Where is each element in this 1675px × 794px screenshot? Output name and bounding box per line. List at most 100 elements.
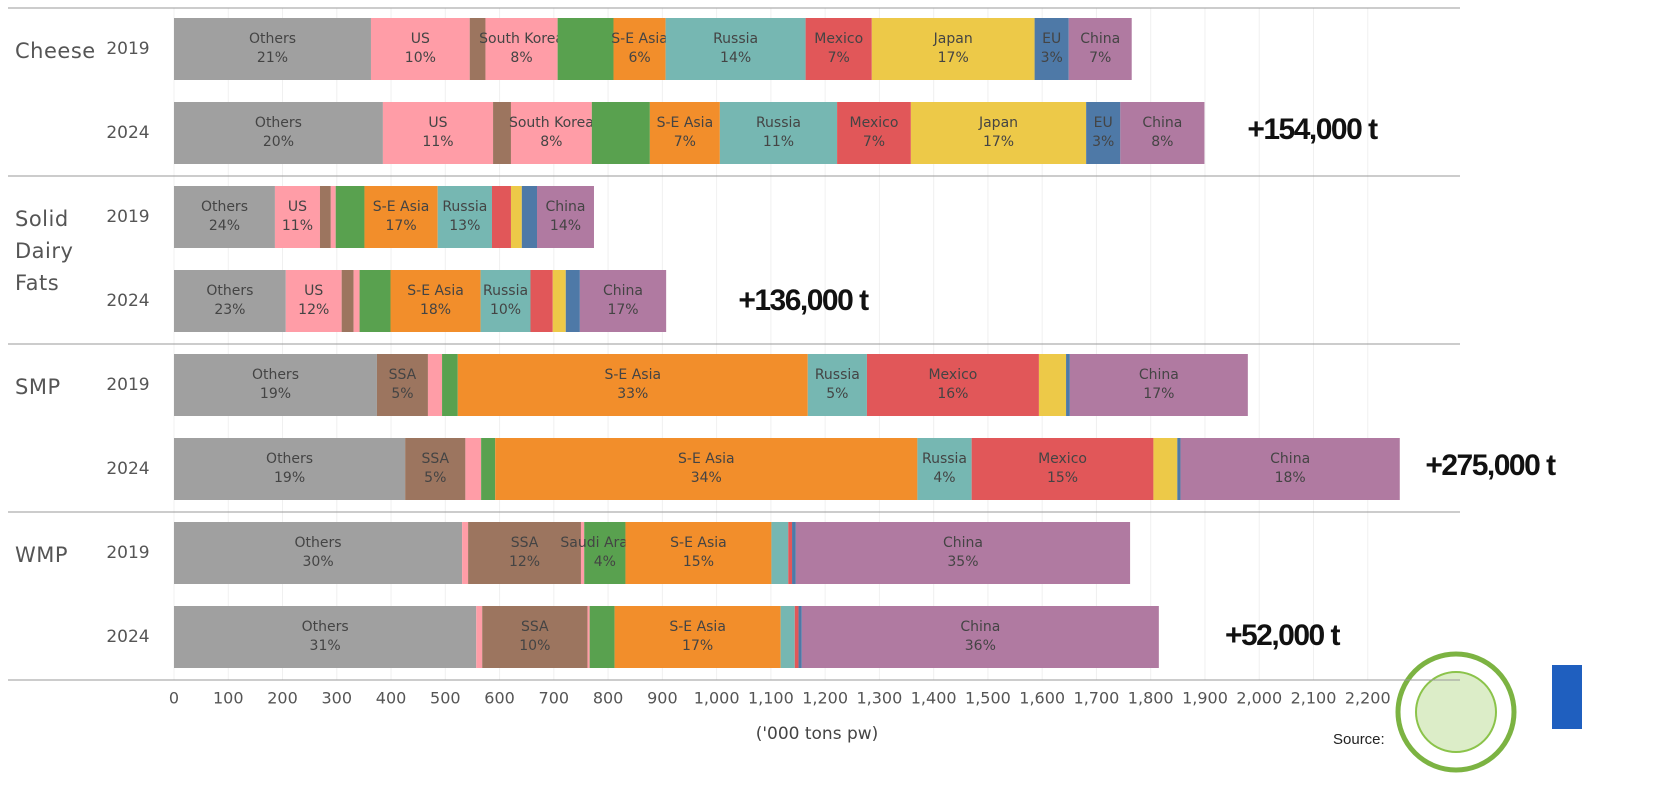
segment-label: 4% (594, 554, 616, 570)
segment-name: S-E Asia (678, 451, 735, 467)
bar-segment (468, 522, 581, 584)
segment-label: 3% (1041, 50, 1063, 66)
segment-label: 3% (1092, 134, 1114, 150)
segment-label: 20% (263, 134, 294, 150)
bar-segment (359, 270, 391, 332)
bar-segment (798, 606, 802, 668)
bar-segment (405, 438, 466, 500)
bar-segment (1180, 438, 1400, 500)
segment-name: China (943, 535, 983, 551)
x-tick-label: 1,500 (965, 689, 1011, 708)
x-tick-label: 2,000 (1236, 689, 1282, 708)
bar-segment (1120, 102, 1205, 164)
x-tick-label: 0 (169, 689, 179, 708)
bar-segment (871, 18, 1035, 80)
segment-label: 15% (683, 554, 714, 570)
x-tick-label: 1,100 (748, 689, 794, 708)
segment-name: Russia (756, 115, 801, 131)
segment-name: Mexico (1038, 451, 1087, 467)
bar-segment (807, 354, 867, 416)
bar-segment (462, 522, 469, 584)
bar-segment (580, 522, 585, 584)
x-tick-label: 1,700 (1074, 689, 1120, 708)
segment-name: Russia (713, 31, 758, 47)
bar-segment (482, 606, 588, 668)
segment-label: 12% (298, 302, 329, 318)
bar-segment (792, 522, 796, 584)
segment-name: Others (266, 451, 313, 467)
bar-segment (1177, 438, 1181, 500)
bar-segment (382, 102, 494, 164)
bar-segment (1068, 18, 1132, 80)
segment-label: 30% (303, 554, 334, 570)
bar-segment (837, 102, 911, 164)
segment-name: Others (252, 367, 299, 383)
bar-segment (174, 18, 371, 80)
x-tick-label: 1,200 (802, 689, 848, 708)
x-tick-label: 1,600 (1019, 689, 1065, 708)
bar-segment (481, 438, 496, 500)
segment-name: Mexico (850, 115, 899, 131)
bar-segment (341, 270, 354, 332)
source: Source: (1333, 731, 1385, 748)
segment-label: 24% (209, 218, 240, 234)
segment-name: China (1142, 115, 1182, 131)
segment-label: 13% (449, 218, 480, 234)
bar-segment (427, 354, 443, 416)
segment-label: 4% (933, 470, 955, 486)
segment-label: 11% (282, 218, 313, 234)
bar-segment (495, 438, 918, 500)
segment-label: 36% (965, 638, 996, 654)
x-tick-label: 200 (267, 689, 298, 708)
segment-name: Russia (483, 283, 528, 299)
segment-label: 16% (937, 386, 968, 402)
segment-label: 14% (720, 50, 751, 66)
segment-label: 11% (422, 134, 453, 150)
bar-segment (625, 522, 772, 584)
bar-segment (491, 186, 511, 248)
segment-label: 31% (310, 638, 341, 654)
x-tick-label: 1,800 (1128, 689, 1174, 708)
segment-label: 17% (938, 50, 969, 66)
segment-name: China (545, 199, 585, 215)
year-label: 2019 (106, 207, 149, 227)
bar-segment (174, 102, 383, 164)
year-label: 2019 (106, 39, 149, 59)
bar-segment (614, 606, 781, 668)
segment-label: 10% (490, 302, 521, 318)
bar-segment (665, 18, 806, 80)
flag-logo (1552, 665, 1582, 729)
bar-segment (613, 18, 666, 80)
segment-label: 14% (550, 218, 581, 234)
segment-name: Japan (978, 115, 1018, 131)
segment-name: Russia (815, 367, 860, 383)
bar-segment (780, 606, 795, 668)
bar-segment (335, 186, 365, 248)
group-label: Solid Dairy Fats (15, 207, 74, 295)
segment-name: Others (201, 199, 248, 215)
bar-segment (557, 18, 614, 80)
segment-label: 17% (607, 302, 638, 318)
bar-segment (364, 186, 438, 248)
segment-name: South Korea (509, 115, 594, 131)
bar-segment (565, 270, 580, 332)
segment-name: US (288, 199, 307, 215)
bar-segment (805, 18, 872, 80)
bar-segment (917, 438, 972, 500)
segment-name: S-E Asia (611, 31, 668, 47)
year-label: 2024 (106, 459, 149, 479)
segment-name: Others (255, 115, 302, 131)
segment-label: 17% (1143, 386, 1174, 402)
bar-segment (510, 102, 592, 164)
bar-segment (480, 270, 531, 332)
segment-name: US (411, 31, 430, 47)
x-tick-label: 800 (593, 689, 624, 708)
segment-name: China (1270, 451, 1310, 467)
segment-label: 12% (509, 554, 540, 570)
bar-segment (457, 354, 808, 416)
bar-segment (649, 102, 720, 164)
segment-name: SSA (389, 367, 417, 383)
year-label: 2024 (106, 291, 149, 311)
x-tick-label: 2,100 (1291, 689, 1337, 708)
